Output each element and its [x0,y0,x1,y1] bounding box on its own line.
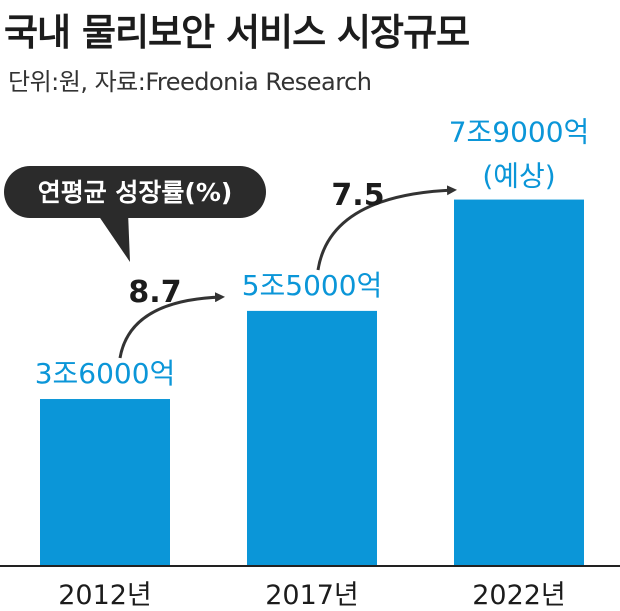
value-label-1: 5조5000억 [242,269,383,302]
callout-box [4,166,266,218]
value-sublabel-2: (예상) [482,160,555,193]
source-note: 단위:원, 자료:Freedonia Research [8,68,372,96]
bar-1 [247,310,377,566]
value-label-0: 3조6000억 [35,357,176,390]
value-label-2: 7조9000억 [449,116,590,149]
growth-rate-label-0: 8.7 [128,275,181,310]
callout-tail [96,212,130,262]
bar-2 [454,199,584,566]
bar-0 [40,399,170,566]
page-title: 국내 물리보안 서비스 시장규모 [4,11,470,54]
growth-rate-callout: 연평균 성장률(%) [4,166,266,262]
x-tick-label-2: 2022년 [472,580,566,611]
callout-title: 연평균 성장률(%) [38,178,233,207]
growth-rate-label-1: 7.5 [331,178,384,213]
growth-arrow-1 [316,185,457,271]
x-tick-label-1: 2017년 [265,580,359,611]
x-tick-label-0: 2012년 [58,580,152,611]
growth-arrow-0 [118,292,225,359]
